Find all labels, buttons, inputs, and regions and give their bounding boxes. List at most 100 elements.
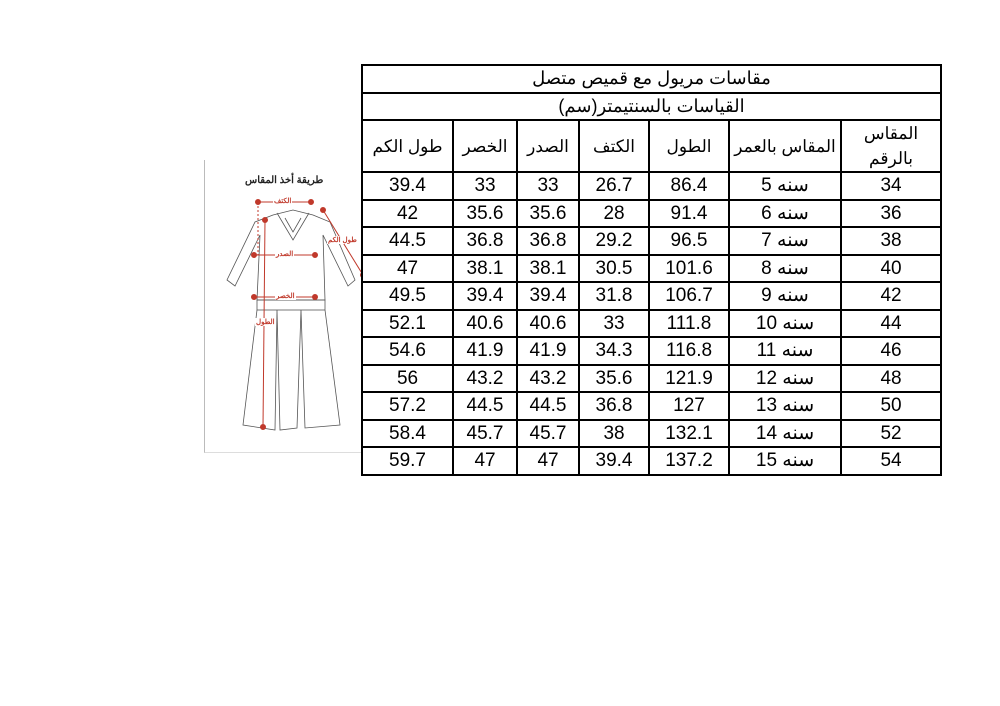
table-cell: 56	[360, 363, 455, 393]
table-cell: 34.3	[578, 336, 651, 366]
table-cell: 52.1	[360, 308, 455, 338]
measurement-diagram: طريقة أخذ المقاس الكتف الصدر الخصر طول ا…	[204, 160, 363, 453]
table-cell: 40.6	[452, 308, 519, 338]
table-cell: 46	[840, 336, 943, 366]
size-chart-table: مقاسات مريول مع قميص متصل القياسات بالسن…	[360, 64, 943, 476]
table-cell: 36	[840, 198, 943, 228]
table-cell: 47	[360, 253, 455, 283]
table-cell: 44	[840, 308, 943, 338]
table-row: 40 سنه 8 101.6 30.5 38.1 38.1 47	[360, 253, 943, 283]
table-cell: 54	[840, 446, 943, 476]
table-title: مقاسات مريول مع قميص متصل	[360, 64, 943, 94]
table-cell: سنه 13	[728, 391, 843, 421]
table-cell: 26.7	[578, 171, 651, 201]
table-cell: سنه 7	[728, 226, 843, 256]
table-row: 48 سنه 12 121.9 35.6 43.2 43.2 56	[360, 363, 943, 393]
table-cell: 45.7	[452, 418, 519, 448]
label-sleeve: طول الكم	[327, 236, 358, 244]
table-cell: 43.2	[516, 363, 581, 393]
label-waist: الخصر	[275, 292, 296, 300]
table-cell: سنه 8	[728, 253, 843, 283]
table-cell: سنه 9	[728, 281, 843, 311]
table-cell: 44.5	[452, 391, 519, 421]
table-cell: 52	[840, 418, 943, 448]
column-header: المقاس بالرقم	[840, 119, 943, 173]
table-cell: 59.7	[360, 446, 455, 476]
table-cell: 38	[578, 418, 651, 448]
table-cell: 49.5	[360, 281, 455, 311]
table-cell: 39.4	[578, 446, 651, 476]
table-cell: 121.9	[648, 363, 731, 393]
table-cell: 39.4	[360, 171, 455, 201]
diagram-title: طريقة أخذ المقاس	[245, 175, 324, 186]
table-cell: 50	[840, 391, 943, 421]
table-cell: 36.8	[578, 391, 651, 421]
table-cell: 58.4	[360, 418, 455, 448]
table-row: 46 سنه 11 116.8 34.3 41.9 41.9 54.6	[360, 336, 943, 366]
label-shoulder: الكتف	[273, 197, 293, 205]
column-header: الكتف	[578, 119, 651, 173]
header-row: المقاس بالرقم المقاس بالعمر الطول الكتف الصد…	[360, 119, 943, 173]
label-length: الطول	[255, 318, 276, 326]
table-cell: 31.8	[578, 281, 651, 311]
column-header: الطول	[648, 119, 731, 173]
table-cell: 28	[578, 198, 651, 228]
table-cell: 39.4	[516, 281, 581, 311]
table-cell: 41.9	[516, 336, 581, 366]
table-cell: 33	[578, 308, 651, 338]
table-cell: 44.5	[360, 226, 455, 256]
table-cell: سنه 6	[728, 198, 843, 228]
table-cell: 33	[452, 171, 519, 201]
column-header: طول الكم	[360, 119, 455, 173]
table-cell: 38.1	[452, 253, 519, 283]
table-cell: 42	[360, 198, 455, 228]
table-row: 36 سنه 6 91.4 28 35.6 35.6 42	[360, 198, 943, 228]
table-cell: سنه 5	[728, 171, 843, 201]
table-cell: 30.5	[578, 253, 651, 283]
table-cell: 42	[840, 281, 943, 311]
table-row: 50 سنه 13 127 36.8 44.5 44.5 57.2	[360, 391, 943, 421]
table-cell: 111.8	[648, 308, 731, 338]
table-row: 44 سنه 10 111.8 33 40.6 40.6 52.1	[360, 308, 943, 338]
column-header: الخصر	[452, 119, 519, 173]
table-cell: 96.5	[648, 226, 731, 256]
table-cell: 137.2	[648, 446, 731, 476]
table-cell: سنه 10	[728, 308, 843, 338]
table-cell: 36.8	[452, 226, 519, 256]
table-cell: سنه 14	[728, 418, 843, 448]
table-cell: 44.5	[516, 391, 581, 421]
table-cell: 48	[840, 363, 943, 393]
table-cell: 40.6	[516, 308, 581, 338]
table-cell: 38	[840, 226, 943, 256]
table-cell: 29.2	[578, 226, 651, 256]
table-cell: 47	[516, 446, 581, 476]
table-cell: 86.4	[648, 171, 731, 201]
table-cell: 38.1	[516, 253, 581, 283]
table-cell: سنه 15	[728, 446, 843, 476]
table-cell: 54.6	[360, 336, 455, 366]
table-cell: 33	[516, 171, 581, 201]
table-cell: 47	[452, 446, 519, 476]
table-cell: 106.7	[648, 281, 731, 311]
table-row: 38 سنه 7 96.5 29.2 36.8 36.8 44.5	[360, 226, 943, 256]
table-cell: 127	[648, 391, 731, 421]
table-row: 52 سنه 14 132.1 38 45.7 45.7 58.4	[360, 418, 943, 448]
table-cell: 35.6	[578, 363, 651, 393]
table-subtitle: القياسات بالسنتيمتر(سم)	[360, 91, 943, 121]
table-cell: 41.9	[452, 336, 519, 366]
table-cell: 43.2	[452, 363, 519, 393]
table-cell: 57.2	[360, 391, 455, 421]
table-cell: 101.6	[648, 253, 731, 283]
table-cell: 34	[840, 171, 943, 201]
table-row: 42 سنه 9 106.7 31.8 39.4 39.4 49.5	[360, 281, 943, 311]
table-cell: 91.4	[648, 198, 731, 228]
table-cell: 132.1	[648, 418, 731, 448]
table-cell: سنه 12	[728, 363, 843, 393]
table-cell: 45.7	[516, 418, 581, 448]
table-cell: 39.4	[452, 281, 519, 311]
table-cell: 36.8	[516, 226, 581, 256]
table-row: 54 سنه 15 137.2 39.4 47 47 59.7	[360, 446, 943, 476]
table-cell: سنه 11	[728, 336, 843, 366]
label-chest: الصدر	[275, 250, 295, 258]
table-row: 34 سنه 5 86.4 26.7 33 33 39.4	[360, 171, 943, 201]
